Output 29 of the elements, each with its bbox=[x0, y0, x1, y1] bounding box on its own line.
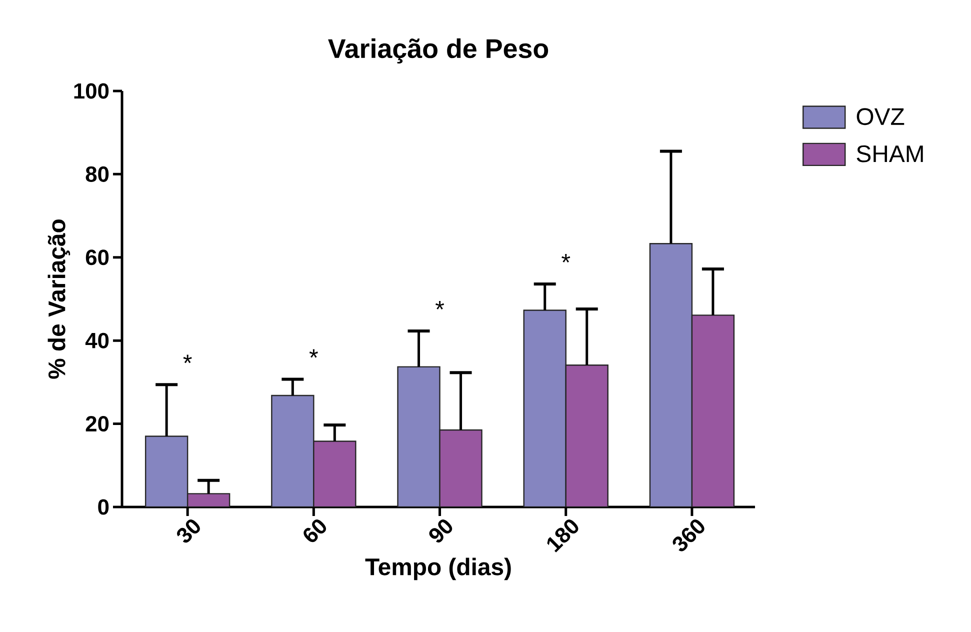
x-axis-title: Tempo (dias) bbox=[365, 558, 511, 580]
y-tick-label: 0 bbox=[98, 499, 109, 515]
bar bbox=[523, 310, 566, 507]
y-tick-label: 80 bbox=[86, 166, 109, 182]
legend-label: OVZ bbox=[856, 108, 904, 126]
y-axis-title: % de Variação bbox=[48, 220, 70, 379]
chart-title: Variação de Peso bbox=[328, 38, 548, 64]
y-tick-label: 100 bbox=[74, 83, 109, 99]
bar bbox=[144, 436, 188, 507]
bar bbox=[649, 243, 693, 507]
bar bbox=[271, 394, 314, 507]
bar bbox=[397, 366, 440, 507]
bar bbox=[691, 314, 735, 507]
y-tick-label: 60 bbox=[86, 250, 109, 266]
x-tick-label: 30 bbox=[177, 519, 200, 543]
y-tick-label: 40 bbox=[85, 332, 109, 348]
x-tick-label: 360 bbox=[672, 520, 704, 552]
y-tick-label: 20 bbox=[86, 416, 109, 432]
x-tick-label: 180 bbox=[547, 520, 578, 552]
x-tick-label: 90 bbox=[429, 519, 452, 543]
x-tick-label: 60 bbox=[304, 519, 326, 542]
annotation: * bbox=[436, 301, 444, 310]
bar bbox=[565, 364, 608, 507]
legend-label: SHAM bbox=[856, 145, 923, 162]
bar bbox=[313, 440, 356, 507]
annotation: * bbox=[309, 349, 318, 358]
annotation: * bbox=[183, 354, 192, 364]
annotation: * bbox=[562, 254, 570, 262]
bar bbox=[439, 429, 482, 507]
